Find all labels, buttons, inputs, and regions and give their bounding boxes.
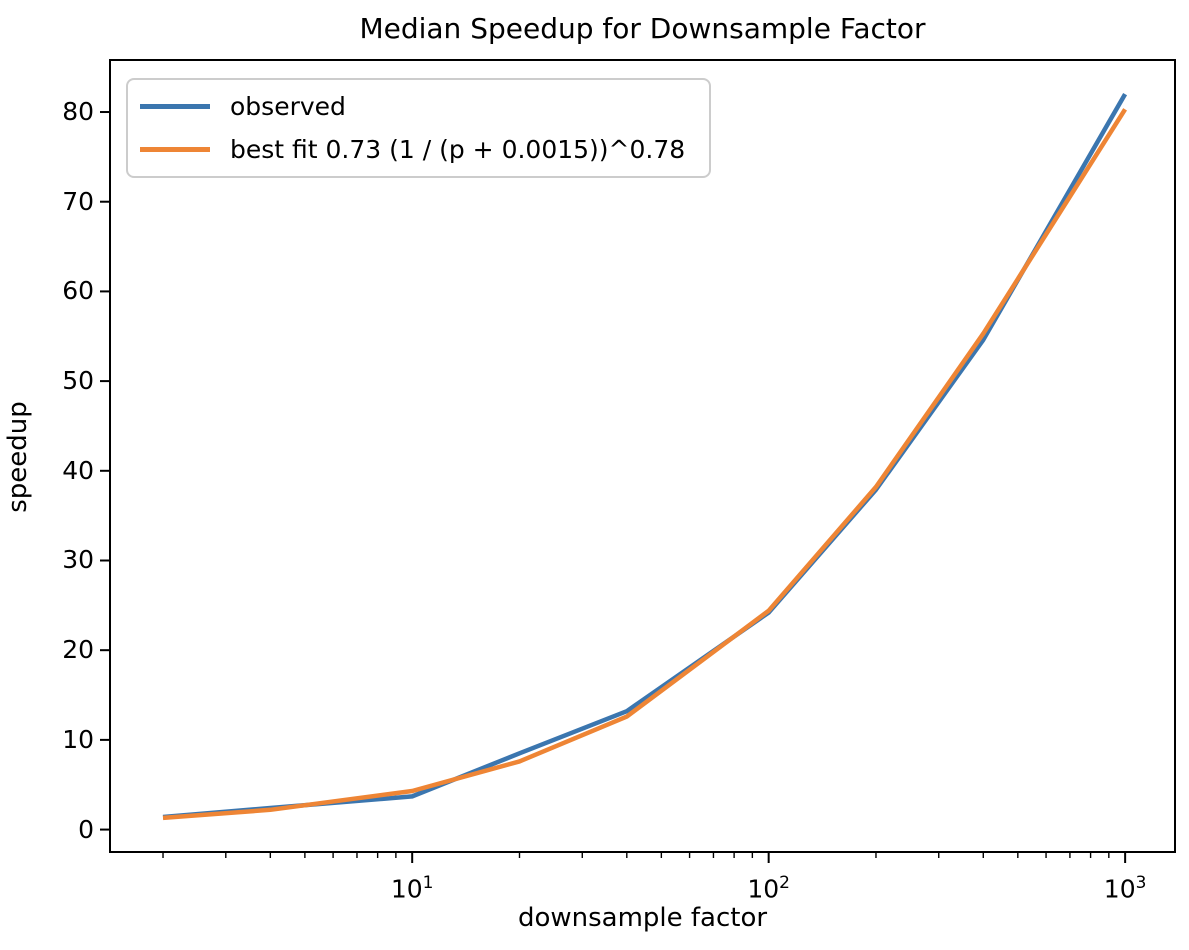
axes-spines	[109, 59, 1176, 853]
y-tick-label: 70	[62, 186, 94, 216]
x-tick-label: 101	[390, 873, 434, 904]
legend-line-swatch-observed	[140, 104, 210, 109]
y-tick-label: 40	[62, 455, 94, 485]
y-tick-label: 50	[62, 366, 94, 396]
legend-item-best-fit: best fit 0.73 (1 / (p + 0.0015))^0.78	[140, 135, 685, 164]
legend: observed best fit 0.73 (1 / (p + 0.0015)…	[126, 78, 712, 178]
y-tick-label: 30	[62, 545, 94, 575]
series-line-observed	[162, 92, 1128, 820]
y-tick-label: 10	[62, 724, 94, 754]
x-tick-label: 102	[747, 873, 790, 904]
legend-label-observed: observed	[230, 92, 346, 121]
x-axis-label: downsample factor	[517, 903, 768, 933]
chart-title: Median Speedup for Downsample Factor	[359, 12, 926, 45]
legend-label-best-fit: best fit 0.73 (1 / (p + 0.0015))^0.78	[230, 135, 686, 164]
y-tick-label: 60	[62, 276, 94, 306]
series-line-best-fit	[162, 108, 1128, 821]
y-tick-label: 0	[78, 814, 94, 844]
x-tick-label: 103	[1103, 873, 1147, 904]
y-tick-label: 20	[62, 635, 94, 665]
legend-line-swatch-best-fit	[140, 147, 210, 152]
legend-item-observed: observed	[140, 92, 685, 121]
y-tick-label: 80	[62, 97, 94, 127]
